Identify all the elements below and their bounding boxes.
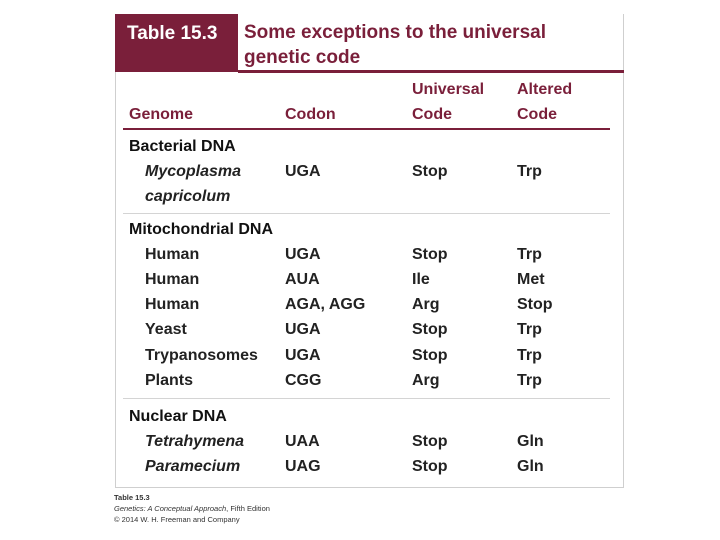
universal-code-cell: Stop — [412, 458, 448, 475]
header-universal-code: Universal Code — [412, 77, 484, 127]
header-universal-line1: Universal — [412, 81, 485, 98]
altered-code-cell: Met — [517, 271, 545, 288]
altered-code-cell: Trp — [517, 347, 542, 364]
table-title: Some exceptions to the universal genetic… — [244, 20, 614, 70]
organism-cell: Plants — [145, 372, 194, 389]
organism-cell: Human — [145, 246, 200, 263]
altered-code-cell: Trp — [517, 246, 542, 263]
header-altered-line2: Code — [517, 106, 557, 123]
header-universal-line2: Code — [412, 106, 452, 123]
table-title-line2: genetic code — [244, 47, 361, 68]
section-label-bacterial: Bacterial DNA — [129, 138, 236, 155]
altered-code-cell: Gln — [517, 458, 544, 475]
organism-cell: Tetrahymena — [145, 433, 244, 450]
organism-cell: Mycoplasma — [145, 163, 242, 180]
codon-cell: AUA — [285, 271, 320, 288]
codon-cell: AGA, AGG — [285, 296, 366, 313]
altered-code-cell: Stop — [517, 296, 553, 313]
codon-cell: UGA — [285, 321, 321, 338]
altered-code-cell: Trp — [517, 372, 542, 389]
codon-cell: UAA — [285, 433, 320, 450]
caption-source: Genetics: A Conceptual Approach, Fifth E… — [114, 504, 270, 514]
organism-cell: Human — [145, 296, 200, 313]
caption-table-number: Table 15.3 — [114, 493, 150, 502]
universal-code-cell: Stop — [412, 246, 448, 263]
title-rule — [238, 70, 624, 73]
caption-edition: , Fifth Edition — [226, 504, 270, 513]
table-title-line1: Some exceptions to the universal — [244, 22, 546, 43]
codon-cell: UAG — [285, 458, 321, 475]
universal-code-cell: Arg — [412, 372, 440, 389]
organism-cell: Human — [145, 271, 200, 288]
organism-cell-line2: capricolum — [145, 188, 231, 205]
header-genome: Genome — [129, 106, 194, 123]
altered-code-cell: Gln — [517, 433, 544, 450]
codon-cell: UGA — [285, 163, 321, 180]
section-divider — [123, 398, 610, 399]
organism-cell: Paramecium — [145, 458, 241, 475]
caption-book-title: Genetics: A Conceptual Approach — [114, 504, 227, 513]
header-rule — [123, 128, 610, 130]
section-label-nuclear: Nuclear DNA — [129, 408, 227, 425]
codon-cell: UGA — [285, 246, 321, 263]
universal-code-cell: Stop — [412, 163, 448, 180]
caption-copyright: © 2014 W. H. Freeman and Company — [114, 515, 240, 524]
organism-cell: Trypanosomes — [145, 347, 258, 364]
universal-code-cell: Arg — [412, 296, 440, 313]
altered-code-cell: Trp — [517, 321, 542, 338]
codon-cell: UGA — [285, 347, 321, 364]
header-altered-line1: Altered — [517, 81, 573, 98]
header-altered-code: Altered Code — [517, 77, 572, 127]
table-frame — [115, 14, 624, 488]
universal-code-cell: Stop — [412, 321, 448, 338]
table-number-tab: Table 15.3 — [115, 14, 238, 72]
universal-code-cell: Stop — [412, 347, 448, 364]
universal-code-cell: Stop — [412, 433, 448, 450]
universal-code-cell: Ile — [412, 271, 430, 288]
organism-cell: Yeast — [145, 321, 187, 338]
header-codon: Codon — [285, 106, 336, 123]
altered-code-cell: Trp — [517, 163, 542, 180]
codon-cell: CGG — [285, 372, 322, 389]
section-divider — [123, 213, 610, 214]
section-label-mitochondrial: Mitochondrial DNA — [129, 221, 273, 238]
